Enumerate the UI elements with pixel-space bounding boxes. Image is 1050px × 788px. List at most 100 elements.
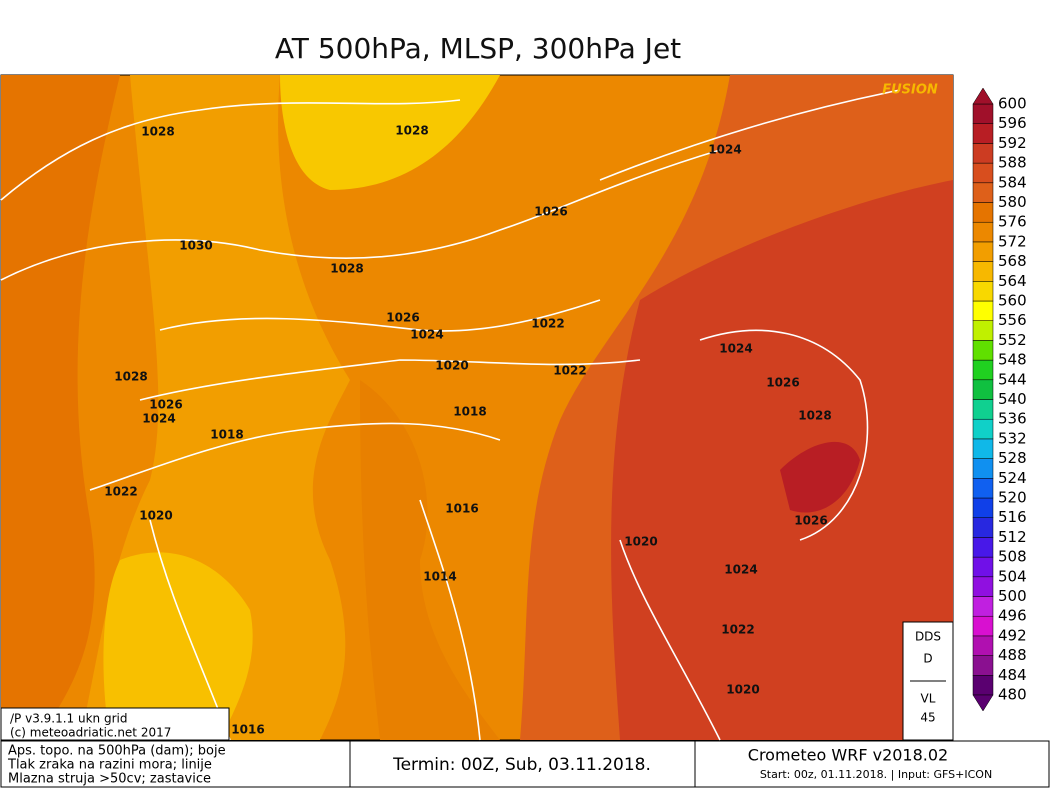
colorbar-label: 492 — [998, 626, 1027, 644]
colorbar-arrow — [972, 694, 994, 712]
isobar-label: 1024 — [142, 412, 175, 426]
colorbar-band — [972, 281, 994, 302]
colorbar-band — [972, 340, 994, 361]
isobar-label: 1016 — [231, 723, 264, 737]
title: AT 500hPa, MLSP, 300hPa Jet — [275, 32, 681, 65]
colorbar-band — [972, 182, 994, 203]
isobar-label: 1020 — [624, 535, 657, 549]
colorbar-band — [972, 300, 994, 321]
colorbar-label: 576 — [998, 213, 1027, 231]
info-text: (c) meteoadriatic.net 2017 — [10, 726, 171, 740]
colorbar-band — [972, 675, 994, 696]
isobar-label: 1022 — [553, 364, 586, 378]
colorbar-label: 484 — [998, 666, 1027, 684]
isobar-label: 1028 — [114, 370, 147, 384]
colorbar-band — [972, 517, 994, 538]
colorbar-label: 532 — [998, 429, 1027, 447]
colorbar-band — [972, 478, 994, 499]
colorbar-band — [972, 123, 994, 144]
colorbar-band — [972, 635, 994, 656]
watermark: FUSION — [882, 83, 938, 98]
colorbar-band — [972, 202, 994, 223]
footer-model: Crometeo WRF v2018.02 — [748, 746, 948, 765]
colorbar-label: 524 — [998, 469, 1027, 487]
isobar-label: 1014 — [423, 570, 456, 584]
isobar-label: 1028 — [798, 409, 831, 423]
isobar-label: 1026 — [149, 398, 182, 412]
footer-termin: Termin: 00Z, Sub, 03.11.2018. — [392, 755, 651, 775]
colorbar-band — [972, 458, 994, 479]
isobar-label: 1028 — [330, 262, 363, 276]
colorbar-label: 580 — [998, 193, 1027, 211]
map — [0, 74, 954, 741]
isobar-label: 1026 — [534, 205, 567, 219]
isobar-label: 1022 — [104, 485, 137, 499]
colorbar-label: 584 — [998, 173, 1027, 191]
colorbar-label: 528 — [998, 449, 1027, 467]
colorbar-band — [972, 399, 994, 420]
colorbar-band — [972, 143, 994, 164]
footer-legend: Mlazna struja >50cv; zastavice — [8, 772, 211, 787]
colorbar-band — [972, 261, 994, 282]
isobar-label: 1020 — [435, 359, 468, 373]
colorbar-label: 504 — [998, 567, 1027, 585]
dds-text: D — [923, 652, 932, 666]
isobar-label: 1020 — [726, 683, 759, 697]
isobar-label: 1018 — [210, 428, 243, 442]
isobar-label: 1026 — [766, 376, 799, 390]
colorbar-arrow — [972, 87, 994, 105]
isobar-label: 1016 — [445, 502, 478, 516]
isobar-label: 1026 — [794, 514, 827, 528]
colorbar-label: 508 — [998, 548, 1027, 566]
colorbar-band — [972, 615, 994, 637]
isobar-label: 1022 — [721, 623, 754, 637]
isobar-label: 1024 — [708, 143, 741, 157]
footer-start: Start: 00z, 01.11.2018. | Input: GFS+ICO… — [760, 768, 992, 781]
colorbar-band — [972, 320, 994, 341]
colorbar-label: 500 — [998, 587, 1027, 605]
footer-legend: Aps. topo. na 500hPa (dam); boje — [8, 744, 226, 759]
isobar-label: 1022 — [531, 317, 564, 331]
colorbar-label: 480 — [998, 686, 1027, 704]
colorbar-label: 556 — [998, 311, 1027, 329]
info-box — [0, 707, 230, 741]
colorbar-label: 564 — [998, 272, 1027, 290]
colorbar-label: 488 — [998, 646, 1027, 664]
footer-legend: Tlak zraka na razini mora; linije — [7, 758, 212, 773]
colorbar-band — [972, 556, 994, 578]
dds-text: 45 — [920, 711, 935, 725]
colorbar-label: 520 — [998, 489, 1027, 507]
colorbar-label: 540 — [998, 390, 1027, 408]
colorbar-label: 600 — [998, 95, 1027, 113]
colorbar-label: 568 — [998, 252, 1027, 270]
colorbar-band — [972, 418, 994, 440]
colorbar-band — [972, 576, 994, 597]
colorbar-label: 596 — [998, 114, 1027, 132]
colorbar-label: 588 — [998, 154, 1027, 172]
isobar-label: 1030 — [179, 239, 212, 253]
isobar-label: 1024 — [724, 563, 757, 577]
colorbar-band — [972, 359, 994, 381]
isobar-label: 1018 — [453, 405, 486, 419]
isobar-label: 1026 — [386, 311, 419, 325]
isobar-label: 1024 — [719, 342, 752, 356]
isobar-label: 1028 — [395, 124, 428, 138]
colorbar-label: 536 — [998, 410, 1027, 428]
colorbar-band — [972, 438, 994, 459]
isobar-label: 1028 — [141, 125, 174, 139]
dds-text: DDS — [915, 630, 941, 644]
colorbar-band — [972, 655, 994, 676]
colorbar-label: 572 — [998, 232, 1027, 250]
colorbar-label: 544 — [998, 370, 1027, 388]
colorbar-label: 560 — [998, 292, 1027, 310]
isobar-label: 1020 — [139, 509, 172, 523]
colorbar-band — [972, 221, 994, 243]
colorbar-band — [972, 596, 994, 617]
info-text: /P v3.9.1.1 ukn grid — [10, 712, 127, 726]
colorbar-label: 512 — [998, 528, 1027, 546]
colorbar-label: 516 — [998, 508, 1027, 526]
dds-text: VL — [921, 692, 936, 706]
colorbar-label: 592 — [998, 134, 1027, 152]
colorbar-band — [972, 537, 994, 558]
